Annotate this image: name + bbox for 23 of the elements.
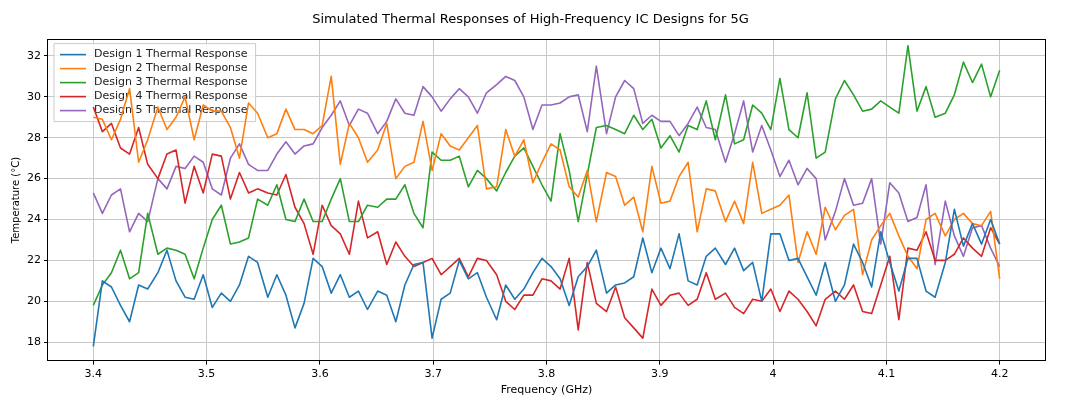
y-tick-label: 30 xyxy=(27,89,41,103)
x-tick-label: 3.4 xyxy=(84,367,103,381)
y-axis-title: Temperature (°C) xyxy=(9,156,21,245)
y-tick-label: 18 xyxy=(27,335,41,349)
x-tick-label: 3.5 xyxy=(197,367,216,381)
y-tick-label: 32 xyxy=(27,48,41,62)
y-tick-label: 24 xyxy=(27,212,41,226)
legend-label: Design 3 Thermal Response xyxy=(94,75,248,89)
x-tick-label: 4.2 xyxy=(990,367,1009,381)
y-tick-label: 28 xyxy=(27,130,41,144)
x-tick-label: 4.1 xyxy=(877,367,896,381)
y-tick-label: 22 xyxy=(27,253,41,267)
legend-label: Design 2 Thermal Response xyxy=(94,61,248,75)
x-axis-title: Frequency (GHz) xyxy=(500,383,593,397)
chart-title: Simulated Thermal Responses of High-Frequency IC Designs for 5G xyxy=(312,11,749,27)
x-tick-label: 3.7 xyxy=(424,367,442,381)
x-tick-label: 3.9 xyxy=(651,367,669,381)
x-tick-label: 3.8 xyxy=(537,367,556,381)
y-tick-label: 20 xyxy=(27,294,41,308)
x-tick-label: 3.6 xyxy=(311,367,329,381)
legend-label: Design 1 Thermal Response xyxy=(94,47,248,61)
x-tick-label: 4 xyxy=(769,367,777,381)
y-tick-label: 26 xyxy=(27,171,41,185)
